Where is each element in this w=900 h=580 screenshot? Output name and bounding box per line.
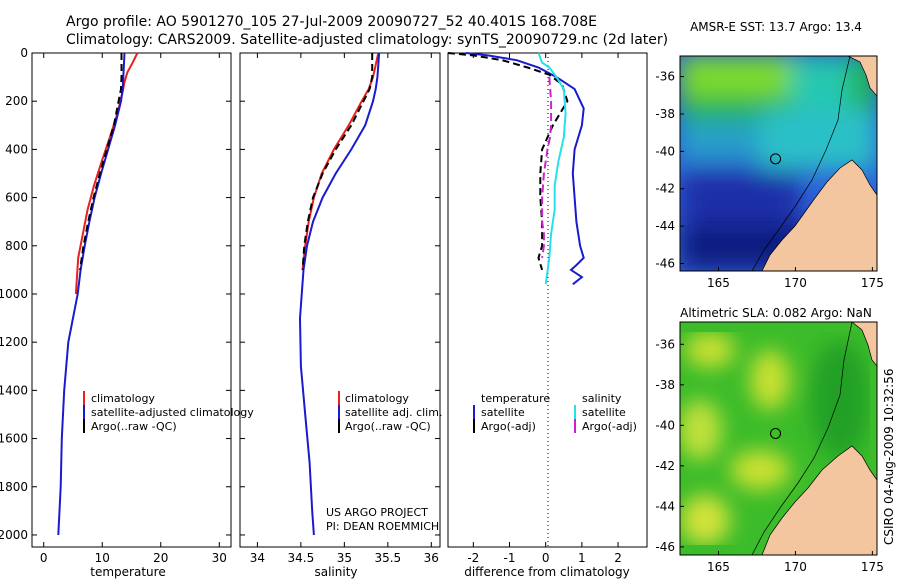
sst-land-north-island bbox=[847, 56, 877, 97]
map-y-tick-label: -46 bbox=[655, 257, 675, 271]
legend-satellite-adjusted: satellite-adjusted climatology bbox=[91, 406, 254, 419]
legend-salinity-argo: Argo(-adj) bbox=[582, 420, 637, 433]
map-y-tick-label: -40 bbox=[655, 418, 675, 432]
legend-salinity-title: salinity bbox=[582, 392, 622, 405]
map-x-tick-label: 165 bbox=[707, 560, 730, 574]
map-y-tick-label: -38 bbox=[655, 107, 675, 121]
y-tick-label: 1200 bbox=[0, 335, 28, 349]
map-x-tick-label: 175 bbox=[861, 276, 884, 290]
map-y-tick-label: -36 bbox=[655, 70, 675, 84]
x-tick-label: 35.5 bbox=[374, 551, 401, 565]
temperature-panel: 0 200 400 600 800 1000 1200 1400 1600 1800 2000 0 10… bbox=[0, 46, 254, 579]
y-tick-label: 200 bbox=[5, 94, 28, 108]
sst-map-frame bbox=[679, 55, 878, 272]
series-line-satellite-adj-clim bbox=[298, 52, 381, 536]
y-tick-label: 1800 bbox=[0, 480, 28, 494]
series-line-climatology bbox=[74, 52, 139, 295]
legend-satellite-adj: satellite adj. clim. bbox=[345, 406, 442, 419]
x-tick-label: 0 bbox=[542, 551, 550, 565]
x-tick-label: -1 bbox=[504, 551, 516, 565]
series-line-argo-raw-qc bbox=[301, 53, 374, 270]
map-y-tick-label: -46 bbox=[655, 540, 675, 554]
map-x-tick-label: 165 bbox=[707, 276, 730, 290]
x-tick-label: 20 bbox=[153, 551, 168, 565]
legend-salinity-satellite: satellite bbox=[582, 406, 626, 419]
map-x-tick-label: 170 bbox=[784, 560, 807, 574]
series-line-temperature-satellite bbox=[465, 52, 585, 286]
x-tick-label: 34.5 bbox=[288, 551, 315, 565]
difference-xlabel: difference from climatology bbox=[464, 565, 630, 579]
x-tick-label: 2 bbox=[614, 551, 622, 565]
map-y-tick-label: -44 bbox=[655, 219, 675, 233]
salinity-legend: climatology satellite adj. clim. Argo(..… bbox=[338, 391, 442, 433]
x-tick-label: 35 bbox=[337, 551, 352, 565]
sla-map-image bbox=[680, 322, 877, 555]
sla-map-title: Altimetric SLA: 0.082 Argo: NaN bbox=[680, 306, 872, 320]
series-line-temperature-argo-adj bbox=[447, 52, 569, 271]
sla-float-marker bbox=[770, 427, 782, 439]
sst-map-image bbox=[680, 56, 877, 271]
series-line-argo-raw-qc bbox=[79, 53, 123, 271]
sla-bathymetry-contour bbox=[751, 322, 853, 555]
temperature-legend: climatology satellite-adjusted climatolo… bbox=[83, 391, 254, 433]
legend-climatology: climatology bbox=[91, 392, 155, 405]
legend-climatology: climatology bbox=[345, 392, 409, 405]
y-tick-label: 1600 bbox=[0, 432, 28, 446]
legend-temperature-title: temperature bbox=[481, 392, 550, 405]
x-tick-label: 1 bbox=[578, 551, 586, 565]
temperature-xlabel: temperature bbox=[90, 565, 165, 579]
sla-land-north-island bbox=[851, 322, 877, 367]
y-tick-label: 800 bbox=[5, 239, 28, 253]
x-tick-label: 36 bbox=[424, 551, 439, 565]
sst-float-marker bbox=[770, 153, 782, 165]
sla-map-frame bbox=[679, 321, 878, 556]
legend-argo: Argo(..raw -QC) bbox=[91, 420, 177, 433]
sla-land-south-island bbox=[761, 445, 877, 555]
sst-land-south-island bbox=[761, 159, 877, 271]
header-line-2: Climatology: CARS2009. Satellite-adjuste… bbox=[66, 32, 668, 48]
map-y-tick-label: -44 bbox=[655, 499, 675, 513]
y-tick-label: 2000 bbox=[0, 528, 28, 542]
temperature-plot-frame bbox=[31, 52, 232, 548]
map-x-tick-label: 175 bbox=[861, 560, 884, 574]
y-tick-label: 1000 bbox=[0, 287, 28, 301]
map-y-tick-label: -36 bbox=[655, 337, 675, 351]
map-y-tick-label: -42 bbox=[655, 459, 675, 473]
difference-panel: -2 -1 0 1 2 difference from climatology temp… bbox=[447, 52, 648, 579]
series-line-climatology bbox=[301, 52, 380, 271]
sst-map-title: AMSR-E SST: 13.7 Argo: 13.4 bbox=[690, 20, 862, 34]
series-line-satellite-adjusted-climatology bbox=[57, 52, 126, 536]
map-y-tick-label: -42 bbox=[655, 182, 675, 196]
project-annotation: US ARGO PROJECT bbox=[326, 506, 428, 519]
legend-temperature-satellite: satellite bbox=[481, 406, 525, 419]
y-tick-label: 400 bbox=[5, 142, 28, 156]
sst-bathymetry-contour bbox=[751, 56, 851, 271]
x-tick-label: 30 bbox=[212, 551, 227, 565]
x-tick-label: -2 bbox=[467, 551, 479, 565]
difference-legend: temperature satellite Argo(-adj) salinit… bbox=[473, 392, 637, 433]
header-line-1: Argo profile: AO 5901270_105 27-Jul-2009… bbox=[66, 14, 597, 30]
sla-map-panel: Altimetric SLA: 0.082 Argo: NaN -36 -38 -4… bbox=[655, 306, 883, 574]
difference-plot-frame bbox=[447, 52, 648, 548]
salinity-panel: 34 34.5 35 35.5 36 salinity climatology sate… bbox=[239, 52, 442, 579]
y-tick-label: 1400 bbox=[0, 383, 28, 397]
salinity-xlabel: salinity bbox=[314, 565, 357, 579]
legend-temperature-argo: Argo(-adj) bbox=[481, 420, 536, 433]
map-y-tick-label: -38 bbox=[655, 378, 675, 392]
series-line-salinity-argo-adj bbox=[541, 77, 553, 258]
x-tick-label: 10 bbox=[95, 551, 110, 565]
timestamp-label: CSIRO 04-Aug-2009 10:32:56 bbox=[882, 369, 896, 545]
series-line-salinity-satellite bbox=[537, 52, 567, 285]
y-tick-label: 600 bbox=[5, 191, 28, 205]
sst-map-panel: AMSR-E SST: 13.7 Argo: 13.4 -36 -38 -40 -42… bbox=[655, 20, 883, 290]
x-tick-label: 34 bbox=[250, 551, 265, 565]
pi-annotation: PI: DEAN ROEMMICH bbox=[326, 520, 439, 533]
x-tick-label: 0 bbox=[40, 551, 48, 565]
map-y-tick-label: -40 bbox=[655, 144, 675, 158]
map-x-tick-label: 170 bbox=[784, 276, 807, 290]
y-tick-label: 0 bbox=[20, 46, 28, 60]
legend-argo: Argo(..raw -QC) bbox=[345, 420, 431, 433]
salinity-plot-frame bbox=[239, 52, 441, 548]
